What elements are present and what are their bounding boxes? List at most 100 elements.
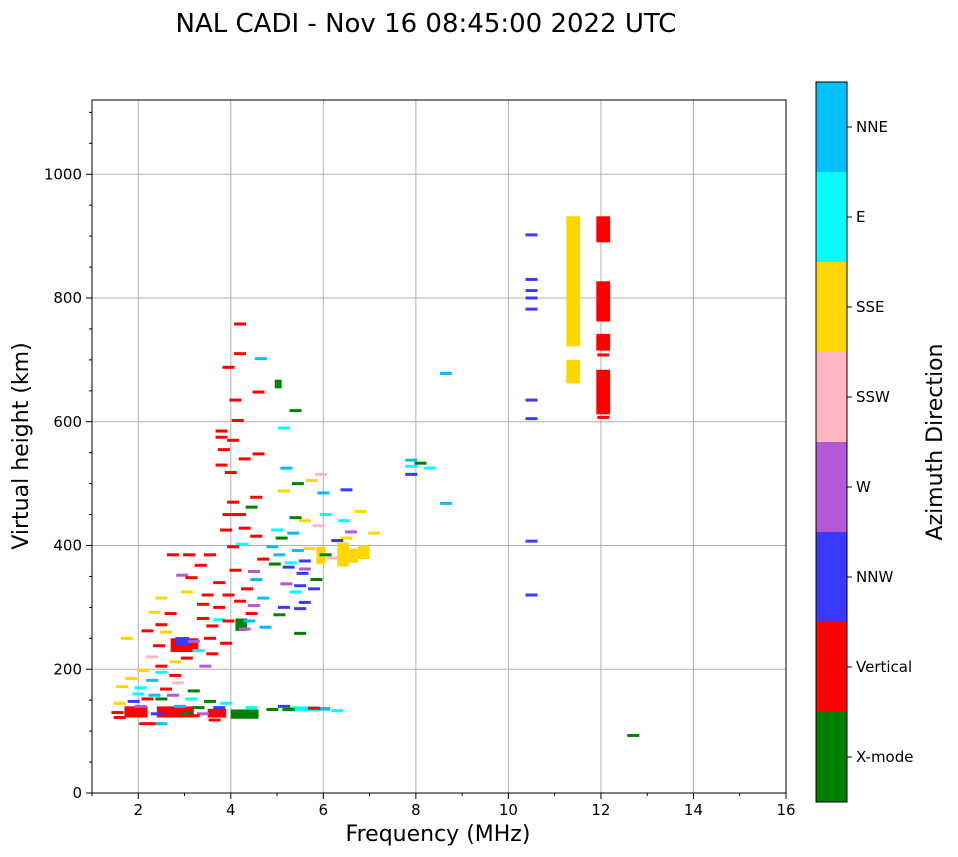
echo-mark xyxy=(203,553,216,557)
echo-mark xyxy=(298,559,311,563)
echo-block xyxy=(358,545,370,560)
echo-mark xyxy=(345,530,358,534)
echo-mark xyxy=(278,605,291,609)
echo-block xyxy=(596,281,611,322)
echo-mark xyxy=(171,681,184,685)
echo-mark xyxy=(139,722,152,726)
echo-mark xyxy=(271,528,284,532)
echo-mark xyxy=(206,652,219,656)
x-tick-label: 16 xyxy=(776,801,795,819)
echo-mark xyxy=(132,692,145,696)
echo-mark xyxy=(245,505,258,509)
colorbar-label: NNE xyxy=(856,118,888,136)
echo-mark xyxy=(185,697,198,701)
echo-mark xyxy=(287,531,300,535)
echo-mark xyxy=(340,536,353,540)
echo-mark xyxy=(222,593,235,597)
echo-mark xyxy=(148,693,161,697)
echo-mark xyxy=(203,699,216,703)
echo-mark xyxy=(259,625,272,629)
echo-mark xyxy=(368,531,381,535)
echo-mark xyxy=(127,699,140,703)
x-axis-label: Frequency (MHz) xyxy=(346,822,531,847)
echo-mark xyxy=(627,733,640,737)
echo-mark xyxy=(141,629,154,633)
echo-block xyxy=(566,216,581,347)
echo-mark xyxy=(252,390,265,394)
echo-mark xyxy=(280,582,293,586)
echo-mark xyxy=(169,660,182,664)
echo-mark xyxy=(166,553,179,557)
echo-mark xyxy=(525,233,538,237)
colorbar-swatch xyxy=(816,172,847,262)
echo-mark xyxy=(229,398,242,402)
echo-mark xyxy=(180,590,193,594)
echo-mark xyxy=(257,557,270,561)
echo-mark xyxy=(266,545,279,549)
echo-mark xyxy=(308,706,321,710)
echo-mark xyxy=(213,618,226,622)
echo-mark xyxy=(275,536,288,540)
echo-mark xyxy=(187,639,200,643)
echo-mark xyxy=(227,438,240,442)
echo-mark xyxy=(160,687,173,691)
echo-mark xyxy=(250,534,263,538)
y-tick-label: 600 xyxy=(53,413,82,431)
echo-mark xyxy=(155,722,168,726)
echo-mark xyxy=(525,277,538,281)
echo-block xyxy=(596,216,611,243)
y-tick-label: 200 xyxy=(53,660,82,678)
echo-mark xyxy=(166,693,179,697)
echo-mark xyxy=(213,605,226,609)
echo-block xyxy=(235,618,247,631)
echo-mark xyxy=(238,526,251,530)
echo-mark xyxy=(296,571,309,575)
echo-mark xyxy=(148,610,161,614)
echo-mark xyxy=(525,296,538,300)
echo-mark xyxy=(439,371,452,375)
echo-mark xyxy=(247,604,260,608)
echo-mark xyxy=(268,562,281,566)
echo-mark xyxy=(319,553,332,557)
echo-mark xyxy=(234,714,247,718)
echo-mark xyxy=(215,435,228,439)
x-tick-label: 2 xyxy=(133,801,143,819)
colorbar-label: NNW xyxy=(856,568,893,586)
echo-mark xyxy=(150,712,163,716)
echo-mark xyxy=(222,513,235,517)
echo-mark xyxy=(197,602,210,606)
echo-mark xyxy=(222,365,235,369)
echo-mark xyxy=(525,398,538,402)
echo-mark xyxy=(194,563,207,567)
colorbar-swatch xyxy=(816,532,847,622)
echo-mark xyxy=(111,711,124,715)
echo-mark xyxy=(298,567,311,571)
echo-mark xyxy=(278,704,291,708)
colorbar-label: E xyxy=(856,208,865,226)
echo-mark xyxy=(317,491,330,495)
echo-mark xyxy=(192,649,205,653)
echo-mark xyxy=(234,599,247,603)
echo-block xyxy=(337,542,349,567)
echo-mark xyxy=(525,539,538,543)
echo-mark xyxy=(134,686,147,690)
echo-mark xyxy=(250,578,263,582)
chart-title: NAL CADI - Nov 16 08:45:00 2022 UTC xyxy=(176,9,677,39)
echo-block xyxy=(596,333,611,351)
colorbar-label: SSE xyxy=(856,298,885,316)
echo-mark xyxy=(224,470,237,474)
echo-mark xyxy=(252,452,265,456)
echo-mark xyxy=(227,545,240,549)
echo-mark xyxy=(222,619,235,623)
echo-mark xyxy=(155,670,168,674)
echo-mark xyxy=(113,716,126,720)
echo-block xyxy=(566,359,581,384)
echo-mark xyxy=(273,613,286,617)
echo-mark xyxy=(254,357,267,361)
echo-block xyxy=(281,706,319,712)
echo-mark xyxy=(289,409,302,413)
echo-mark xyxy=(197,712,210,716)
echo-mark xyxy=(213,581,226,585)
echo-mark xyxy=(185,576,198,580)
echo-mark xyxy=(146,655,159,659)
